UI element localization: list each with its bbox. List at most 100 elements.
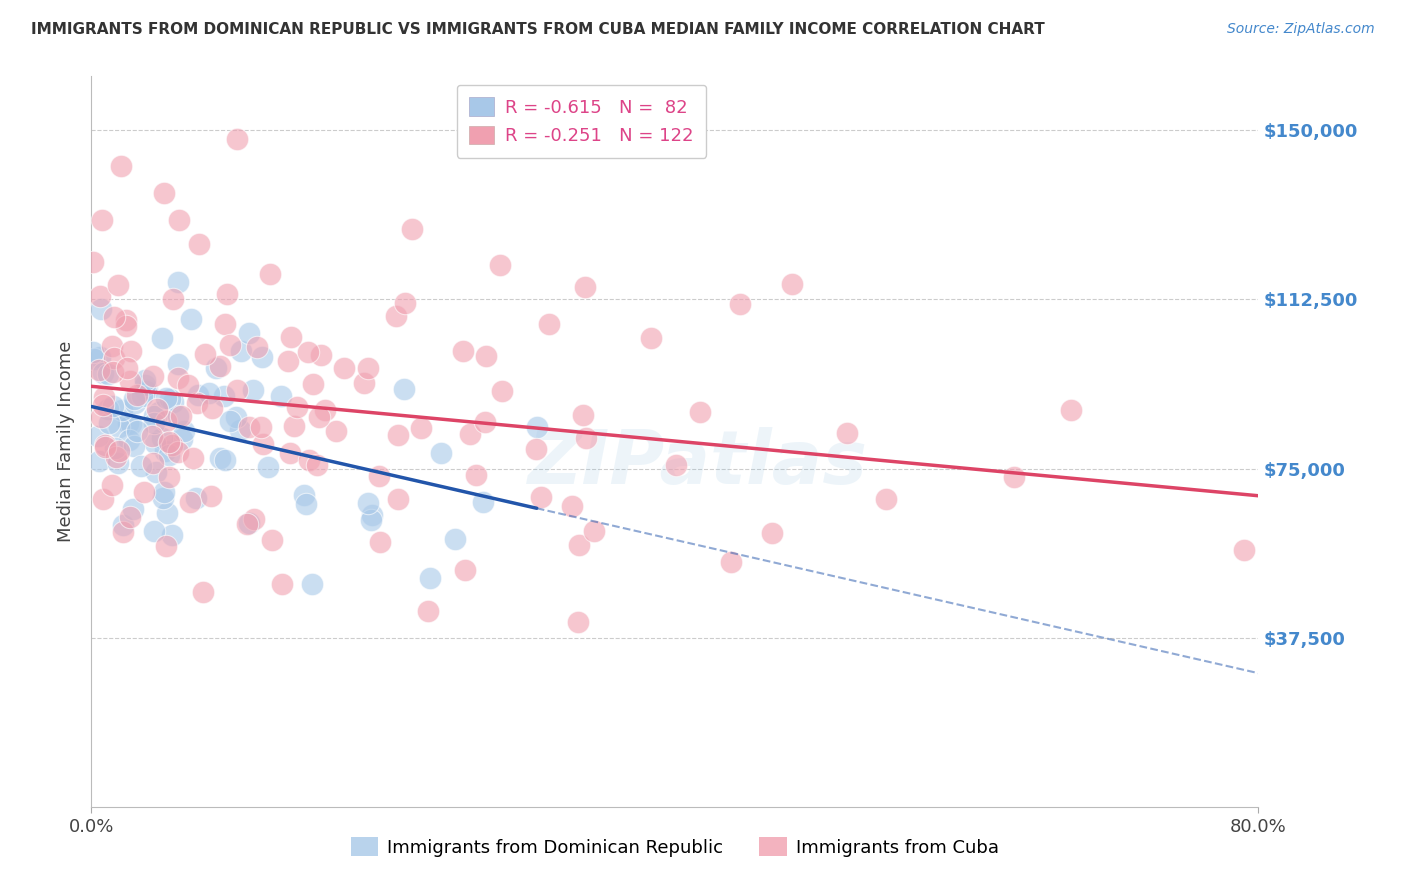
Immigrants from Dominican Republic bbox=[159, 392, 181, 406]
Immigrants from Cuba bbox=[167, 213, 190, 227]
Immigrants from Dominican Republic bbox=[187, 388, 209, 402]
Immigrants from Cuba bbox=[170, 409, 193, 423]
Immigrants from Cuba bbox=[761, 525, 783, 540]
Immigrants from Cuba bbox=[217, 287, 239, 301]
Immigrants from Cuba bbox=[155, 414, 177, 428]
Immigrants from Cuba bbox=[94, 438, 117, 452]
Immigrants from Cuba bbox=[308, 410, 330, 425]
Immigrants from Dominican Republic bbox=[134, 377, 156, 392]
Immigrants from Cuba bbox=[368, 534, 391, 549]
Immigrants from Cuba bbox=[201, 401, 224, 415]
Immigrants from Cuba bbox=[134, 485, 156, 500]
Immigrants from Cuba bbox=[141, 429, 163, 443]
Immigrants from Dominican Republic bbox=[134, 373, 156, 387]
Immigrants from Dominican Republic bbox=[111, 518, 134, 533]
Immigrants from Dominican Republic bbox=[117, 416, 139, 430]
Immigrants from Dominican Republic bbox=[186, 491, 208, 505]
Immigrants from Cuba bbox=[387, 491, 409, 506]
Immigrants from Dominican Republic bbox=[82, 345, 104, 359]
Immigrants from Dominican Republic bbox=[90, 301, 112, 316]
Immigrants from Cuba bbox=[160, 438, 183, 452]
Immigrants from Cuba bbox=[146, 401, 169, 416]
Immigrants from Dominican Republic bbox=[212, 389, 235, 403]
Immigrants from Cuba bbox=[226, 383, 249, 397]
Immigrants from Dominican Republic bbox=[162, 528, 184, 542]
Immigrants from Cuba bbox=[409, 420, 432, 434]
Immigrants from Cuba bbox=[394, 296, 416, 310]
Immigrants from Cuba bbox=[153, 186, 176, 201]
Immigrants from Dominican Republic bbox=[170, 432, 193, 446]
Immigrants from Dominican Republic bbox=[443, 532, 465, 546]
Immigrants from Cuba bbox=[200, 489, 222, 503]
Immigrants from Cuba bbox=[780, 277, 803, 291]
Immigrants from Dominican Republic bbox=[242, 383, 264, 397]
Immigrants from Cuba bbox=[385, 310, 408, 324]
Immigrants from Dominican Republic bbox=[124, 439, 146, 453]
Immigrants from Dominican Republic bbox=[148, 405, 170, 419]
Immigrants from Cuba bbox=[89, 363, 111, 377]
Immigrants from Cuba bbox=[112, 525, 135, 540]
Immigrants from Dominican Republic bbox=[152, 491, 174, 506]
Immigrants from Dominican Republic bbox=[124, 396, 146, 410]
Immigrants from Dominican Republic bbox=[301, 577, 323, 591]
Immigrants from Dominican Republic bbox=[97, 367, 120, 381]
Immigrants from Cuba bbox=[104, 450, 127, 465]
Immigrants from Cuba bbox=[1002, 470, 1025, 484]
Immigrants from Cuba bbox=[162, 292, 184, 306]
Immigrants from Cuba bbox=[186, 396, 208, 410]
Immigrants from Cuba bbox=[583, 524, 606, 539]
Immigrants from Dominican Republic bbox=[180, 312, 202, 326]
Immigrants from Dominican Republic bbox=[142, 524, 165, 539]
Immigrants from Cuba bbox=[110, 159, 132, 173]
Immigrants from Dominican Republic bbox=[124, 392, 146, 407]
Immigrants from Dominican Republic bbox=[155, 391, 177, 405]
Immigrants from Dominican Republic bbox=[135, 384, 157, 398]
Immigrants from Dominican Republic bbox=[198, 385, 221, 400]
Immigrants from Dominican Republic bbox=[122, 502, 145, 516]
Immigrants from Dominican Republic bbox=[120, 417, 142, 431]
Immigrants from Cuba bbox=[454, 563, 477, 577]
Immigrants from Cuba bbox=[567, 615, 589, 629]
Immigrants from Dominican Republic bbox=[89, 454, 111, 468]
Immigrants from Cuba bbox=[368, 468, 391, 483]
Immigrants from Dominican Republic bbox=[209, 450, 232, 465]
Immigrants from Dominican Republic bbox=[108, 420, 131, 434]
Immigrants from Cuba bbox=[101, 477, 124, 491]
Immigrants from Dominican Republic bbox=[91, 366, 114, 380]
Immigrants from Dominican Republic bbox=[231, 343, 253, 358]
Immigrants from Cuba bbox=[82, 254, 104, 268]
Immigrants from Cuba bbox=[568, 538, 591, 552]
Immigrants from Cuba bbox=[837, 426, 859, 441]
Immigrants from Dominican Republic bbox=[471, 495, 494, 509]
Immigrants from Cuba bbox=[307, 458, 329, 472]
Immigrants from Cuba bbox=[314, 403, 336, 417]
Immigrants from Dominican Republic bbox=[205, 361, 228, 376]
Immigrants from Dominican Republic bbox=[295, 497, 318, 511]
Immigrants from Cuba bbox=[460, 426, 482, 441]
Immigrants from Dominican Republic bbox=[419, 570, 441, 584]
Immigrants from Dominican Republic bbox=[392, 382, 415, 396]
Immigrants from Dominican Republic bbox=[104, 441, 127, 455]
Immigrants from Cuba bbox=[101, 365, 124, 379]
Immigrants from Dominican Republic bbox=[250, 350, 273, 364]
Immigrants from Cuba bbox=[179, 494, 201, 508]
Immigrants from Dominican Republic bbox=[430, 446, 453, 460]
Immigrants from Cuba bbox=[571, 409, 593, 423]
Immigrants from Dominican Republic bbox=[173, 424, 195, 438]
Immigrants from Cuba bbox=[728, 297, 751, 311]
Immigrants from Cuba bbox=[115, 318, 138, 333]
Immigrants from Cuba bbox=[226, 132, 249, 146]
Immigrants from Cuba bbox=[474, 416, 496, 430]
Immigrants from Cuba bbox=[301, 376, 323, 391]
Immigrants from Cuba bbox=[575, 431, 598, 445]
Immigrants from Cuba bbox=[125, 388, 148, 402]
Immigrants from Cuba bbox=[1060, 402, 1083, 417]
Immigrants from Cuba bbox=[142, 369, 165, 384]
Immigrants from Cuba bbox=[101, 339, 124, 353]
Immigrants from Dominican Republic bbox=[214, 453, 236, 467]
Immigrants from Dominican Republic bbox=[238, 516, 260, 530]
Immigrants from Cuba bbox=[188, 237, 211, 252]
Text: Source: ZipAtlas.com: Source: ZipAtlas.com bbox=[1227, 22, 1375, 37]
Immigrants from Dominican Republic bbox=[150, 431, 173, 445]
Immigrants from Cuba bbox=[115, 313, 138, 327]
